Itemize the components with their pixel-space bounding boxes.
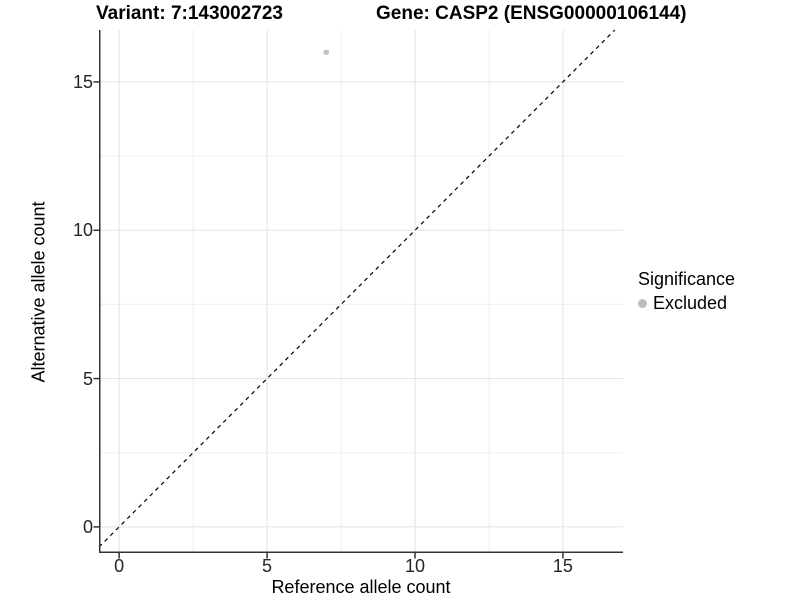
x-tick-label: 0 [114, 556, 125, 576]
y-tick-label: 10 [72, 220, 93, 241]
plot-panel [93, 29, 623, 559]
legend-item-label: Excluded [653, 293, 728, 313]
x-tick-label: 15 [552, 556, 573, 576]
excluded-point-swatch-icon [638, 299, 647, 308]
x-axis-title: Reference allele count [271, 577, 451, 597]
y-tick-label: 5 [82, 368, 93, 389]
y-tick-label: 15 [72, 71, 93, 92]
legend-title: Significance [638, 269, 736, 289]
plot-title-variant: Variant: 7:143002723 [96, 3, 283, 24]
x-tick-label: 5 [262, 556, 273, 576]
data-point [323, 49, 330, 56]
identity-reference-line [98, 29, 616, 548]
plot-title-gene: Gene: CASP2 (ENSG00000106144) [376, 3, 687, 24]
legend-item-excluded: Excluded [638, 293, 735, 314]
legend: Significance Excluded [638, 269, 735, 314]
y-tick-label: 0 [82, 516, 93, 537]
x-tick-label: 10 [404, 556, 425, 576]
y-axis-title: Alternative allele count [28, 201, 49, 383]
